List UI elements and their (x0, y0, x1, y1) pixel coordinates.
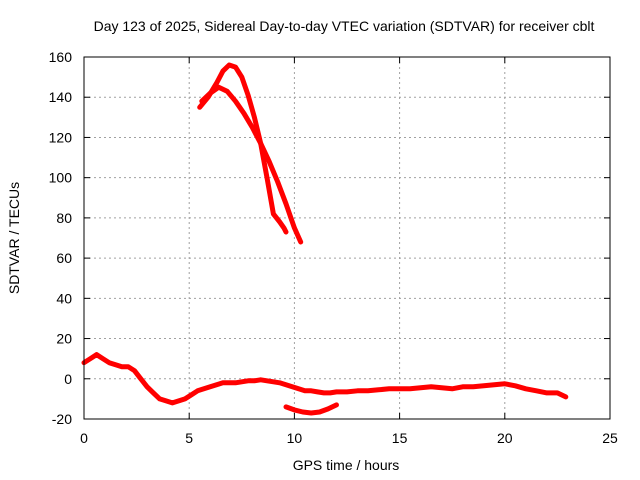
y-tick-label: 20 (56, 331, 72, 347)
y-axis-label: SDTVAR / TECUs (6, 182, 22, 294)
x-tick-label: 5 (185, 430, 193, 446)
plot-frame (83, 56, 611, 420)
x-tick-label: 15 (392, 430, 408, 446)
y-tick-label: 120 (49, 129, 73, 145)
y-tick-label: 160 (49, 49, 73, 65)
grid (84, 57, 610, 419)
x-tick-label: 25 (602, 430, 618, 446)
x-tick-label: 20 (497, 430, 513, 446)
x-tick-label: 10 (287, 430, 303, 446)
y-tick-label: 60 (56, 250, 72, 266)
y-tick-label: 100 (49, 170, 73, 186)
x-axis-label: GPS time / hours (293, 457, 400, 473)
axis-ticks (83, 56, 611, 420)
series-arc-low-main (81, 352, 569, 406)
y-tick-label: 140 (49, 89, 73, 105)
series-arc-low-short (283, 402, 339, 416)
y-tick-label: 80 (56, 210, 72, 226)
y-tick-label: -20 (52, 411, 72, 427)
tick-labels: 0 5 10 15 20 25 -20 0 20 40 60 80 100 120 140 160 (49, 49, 618, 446)
chart-title: Day 123 of 2025, Sidereal Day-to-day VTE… (94, 18, 595, 34)
y-tick-label: 40 (56, 290, 72, 306)
series-arc-high-a (197, 62, 289, 235)
data-series (81, 62, 569, 416)
series-arc-high-b (199, 84, 304, 245)
y-tick-label: 0 (64, 371, 72, 387)
x-tick-label: 0 (80, 430, 88, 446)
